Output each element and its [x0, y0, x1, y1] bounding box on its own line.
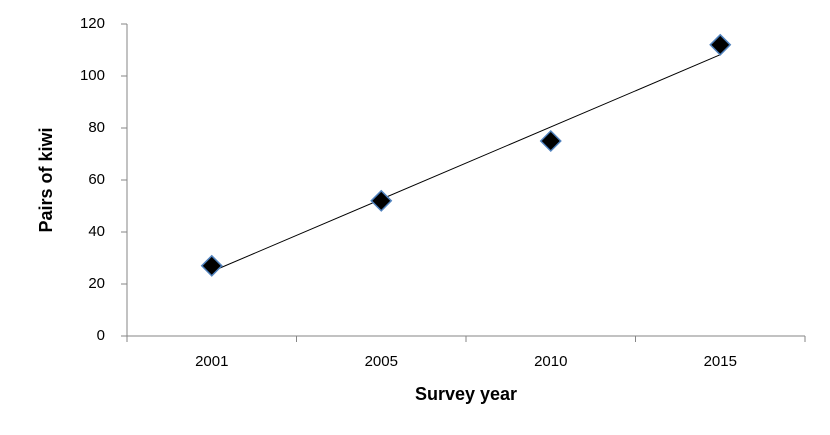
- y-tick-label: 20: [88, 275, 105, 292]
- marker: [370, 189, 393, 212]
- y-axis-title: Pairs of kiwi: [36, 127, 56, 232]
- x-axis-title: Survey year: [415, 384, 517, 404]
- y-tick-label: 60: [88, 171, 105, 188]
- marker: [200, 254, 223, 277]
- x-tick-label: 2015: [704, 353, 737, 370]
- y-tick-label: 120: [80, 15, 105, 32]
- y-tick-label: 100: [80, 67, 105, 84]
- trendline: [211, 54, 721, 272]
- y-tick-label: 80: [88, 119, 105, 136]
- marker: [709, 33, 732, 56]
- x-tick-label: 2001: [195, 353, 228, 370]
- marker: [539, 129, 562, 153]
- y-tick-label: 40: [88, 223, 105, 240]
- x-tick-label: 2005: [365, 353, 398, 370]
- y-tick-label: 0: [97, 327, 105, 344]
- x-tick-label: 2010: [534, 353, 567, 370]
